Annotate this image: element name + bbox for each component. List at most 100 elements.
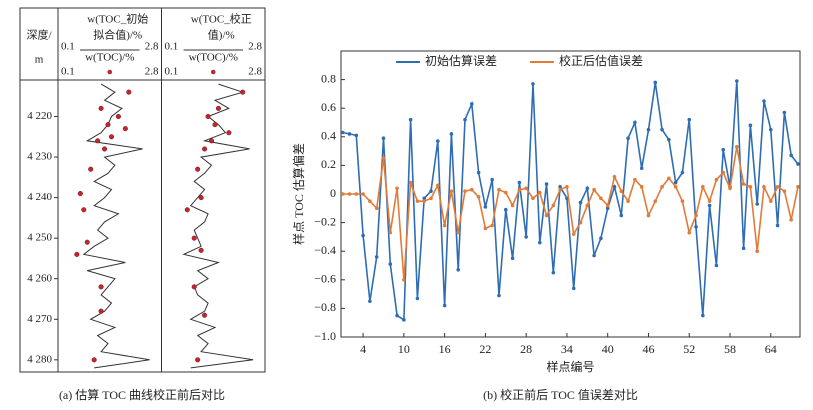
series-point bbox=[687, 230, 692, 235]
track-title: w(TOC_初始 bbox=[87, 12, 148, 26]
series-point bbox=[429, 196, 433, 201]
series-point bbox=[361, 233, 365, 238]
series-point bbox=[368, 299, 372, 304]
series-point bbox=[735, 79, 739, 83]
series-line bbox=[342, 80, 799, 322]
series-point bbox=[626, 136, 630, 141]
dots-label: w(TOC)/% bbox=[85, 52, 134, 64]
toc-sample bbox=[195, 166, 201, 172]
series-point bbox=[374, 206, 379, 211]
series-point bbox=[735, 145, 739, 149]
scale-max: 2.8 bbox=[248, 41, 262, 53]
caption: (b) 校正前后 TOC 值误差对比 bbox=[483, 387, 638, 402]
series-point bbox=[796, 162, 800, 166]
series-point bbox=[388, 262, 393, 266]
toc-sample bbox=[77, 191, 83, 197]
toc-sample bbox=[102, 146, 108, 152]
toc-sample bbox=[98, 105, 104, 111]
scale-min: 0.1 bbox=[165, 41, 179, 53]
series-point bbox=[721, 170, 726, 175]
series-point bbox=[619, 213, 624, 218]
toc-sample bbox=[215, 105, 221, 111]
series-point bbox=[395, 186, 399, 191]
toc-sample bbox=[198, 195, 204, 201]
toc-sample bbox=[95, 138, 101, 144]
x-axis-label: 样点编号 bbox=[546, 359, 594, 374]
series-point bbox=[402, 318, 406, 322]
x-tick-label: 40 bbox=[602, 342, 614, 356]
series-point bbox=[483, 226, 488, 231]
series-point bbox=[701, 313, 705, 318]
series-point bbox=[578, 200, 583, 205]
series-point bbox=[796, 185, 800, 189]
scale-max: 2.8 bbox=[145, 41, 159, 53]
toc-sample bbox=[226, 130, 232, 136]
log-frame bbox=[19, 7, 266, 373]
series-point bbox=[592, 187, 596, 192]
scale-min: 0.1 bbox=[165, 66, 179, 78]
y-tick-label: 0.6 bbox=[321, 100, 336, 114]
series-point bbox=[653, 199, 658, 203]
toc-sample bbox=[205, 113, 211, 120]
toc-sample bbox=[122, 126, 128, 132]
legend-dot bbox=[107, 69, 113, 75]
x-tick-label: 4 bbox=[360, 342, 366, 356]
x-tick-label: 22 bbox=[479, 342, 491, 356]
series-point bbox=[612, 185, 617, 189]
series-point bbox=[592, 253, 596, 258]
series-point bbox=[354, 192, 359, 196]
series-point bbox=[646, 127, 651, 132]
series-point bbox=[374, 255, 379, 259]
series-point bbox=[456, 230, 461, 235]
series-point bbox=[524, 235, 528, 239]
series-point bbox=[578, 220, 583, 225]
toc-sample bbox=[91, 357, 97, 363]
series-point bbox=[340, 130, 345, 135]
track-title: 值)/% bbox=[208, 29, 235, 42]
series-point bbox=[775, 185, 780, 189]
dots-label: w(TOC)/% bbox=[189, 52, 238, 64]
series-point bbox=[762, 99, 766, 103]
series-point bbox=[490, 177, 494, 182]
series-point bbox=[599, 236, 603, 241]
x-tick-label: 46 bbox=[642, 342, 654, 356]
series-point bbox=[408, 180, 413, 185]
series-point bbox=[524, 186, 528, 191]
depth-label: m bbox=[35, 54, 44, 66]
series-point bbox=[633, 177, 637, 182]
series-point bbox=[755, 202, 759, 206]
series-point bbox=[585, 186, 590, 191]
scale-max: 2.8 bbox=[248, 66, 262, 78]
toc-sample bbox=[240, 89, 246, 95]
depth-tick-label: 4 240 bbox=[27, 191, 52, 203]
series-point bbox=[340, 192, 345, 196]
series-point bbox=[483, 205, 488, 209]
series-point bbox=[687, 117, 692, 122]
series-point bbox=[388, 230, 393, 235]
series-point bbox=[789, 217, 793, 222]
y-tick-label: −0.6 bbox=[314, 272, 336, 286]
series-point bbox=[449, 189, 454, 193]
series-point bbox=[694, 213, 698, 218]
depth-tick-label: 4 230 bbox=[27, 151, 52, 163]
series-point bbox=[667, 137, 671, 142]
series-point bbox=[728, 186, 732, 191]
y-tick-label: −1.0 bbox=[314, 329, 336, 343]
series-point bbox=[701, 185, 705, 189]
series-point bbox=[470, 187, 474, 192]
series-point bbox=[639, 166, 644, 171]
legend-label: 初始估算误差 bbox=[425, 53, 497, 68]
x-tick-label: 10 bbox=[398, 342, 410, 356]
y-tick-label: 0.2 bbox=[321, 157, 336, 171]
series-point bbox=[381, 136, 386, 141]
x-tick-label: 58 bbox=[724, 342, 736, 356]
y-axis-label: 样点 TOC 估算偏差 bbox=[291, 143, 306, 245]
series-point bbox=[537, 240, 542, 245]
series-point bbox=[503, 207, 508, 212]
toc-sample bbox=[198, 247, 204, 253]
series-point bbox=[558, 185, 562, 189]
series-point bbox=[503, 190, 508, 195]
series-point bbox=[510, 256, 515, 261]
series-point bbox=[748, 185, 753, 189]
